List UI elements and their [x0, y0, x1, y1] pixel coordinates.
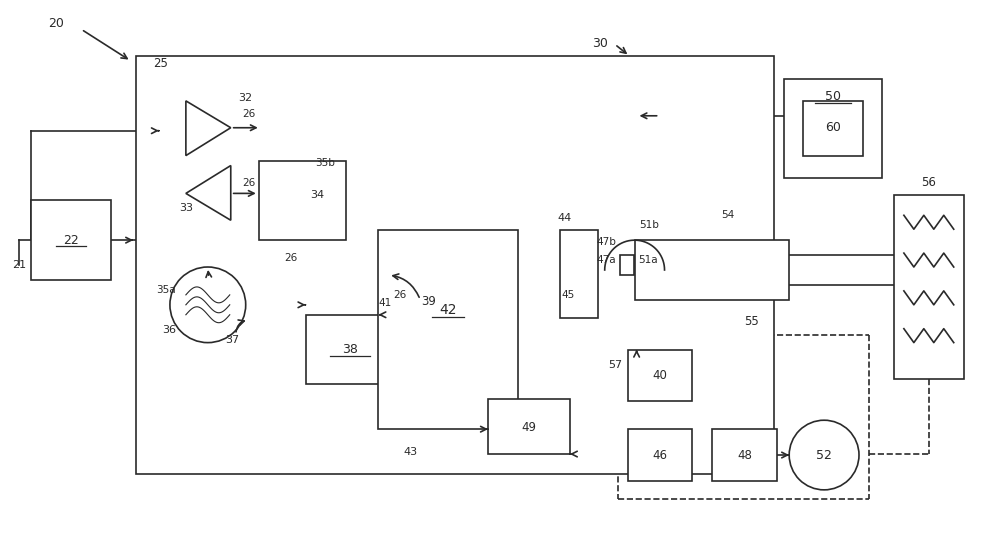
Text: 26: 26: [394, 290, 407, 300]
Text: 33: 33: [179, 203, 193, 213]
Text: 47a: 47a: [597, 255, 616, 265]
Text: 60: 60: [825, 121, 841, 134]
Text: 56: 56: [921, 176, 936, 189]
Text: 43: 43: [403, 447, 417, 457]
Text: 22: 22: [63, 233, 79, 246]
Text: 41: 41: [379, 298, 392, 308]
Bar: [628, 429, 692, 481]
Text: 38: 38: [342, 343, 358, 356]
Text: 46: 46: [652, 449, 667, 462]
Text: 32: 32: [239, 93, 253, 103]
Text: 39: 39: [421, 295, 436, 308]
Text: 45: 45: [562, 290, 575, 300]
Text: 26: 26: [242, 179, 255, 188]
Text: 44: 44: [558, 213, 572, 223]
Bar: [635, 240, 789, 300]
Bar: [306, 315, 395, 385]
Text: 57: 57: [609, 360, 623, 371]
Bar: [488, 399, 570, 454]
Text: 36: 36: [162, 325, 176, 335]
Text: 51b: 51b: [640, 220, 660, 230]
Bar: [378, 230, 518, 429]
Text: 55: 55: [744, 315, 759, 328]
Bar: [803, 101, 863, 155]
Text: 26: 26: [284, 253, 297, 263]
Text: 35b: 35b: [316, 158, 335, 167]
Bar: [894, 195, 964, 379]
Text: 51a: 51a: [638, 255, 657, 265]
Text: 37: 37: [226, 335, 240, 345]
Text: 21: 21: [12, 260, 26, 270]
Bar: [259, 160, 346, 240]
Bar: [560, 230, 598, 318]
Bar: [628, 350, 692, 401]
Bar: [712, 429, 777, 481]
Text: 35a: 35a: [156, 285, 176, 295]
Text: 42: 42: [439, 303, 457, 317]
Text: 47b: 47b: [597, 237, 617, 247]
Text: 48: 48: [737, 449, 752, 462]
Text: 54: 54: [721, 210, 734, 220]
Text: 50: 50: [825, 90, 841, 103]
Bar: [31, 200, 111, 280]
Text: 26: 26: [242, 109, 255, 119]
Text: 40: 40: [652, 369, 667, 382]
Bar: [136, 56, 774, 474]
Text: 25: 25: [154, 56, 168, 69]
Bar: [620, 255, 634, 275]
Text: 20: 20: [48, 17, 64, 30]
Text: 49: 49: [521, 421, 536, 434]
Text: 34: 34: [311, 190, 325, 200]
Bar: [784, 79, 882, 179]
Text: 30: 30: [592, 37, 608, 49]
Text: 52: 52: [816, 449, 832, 462]
